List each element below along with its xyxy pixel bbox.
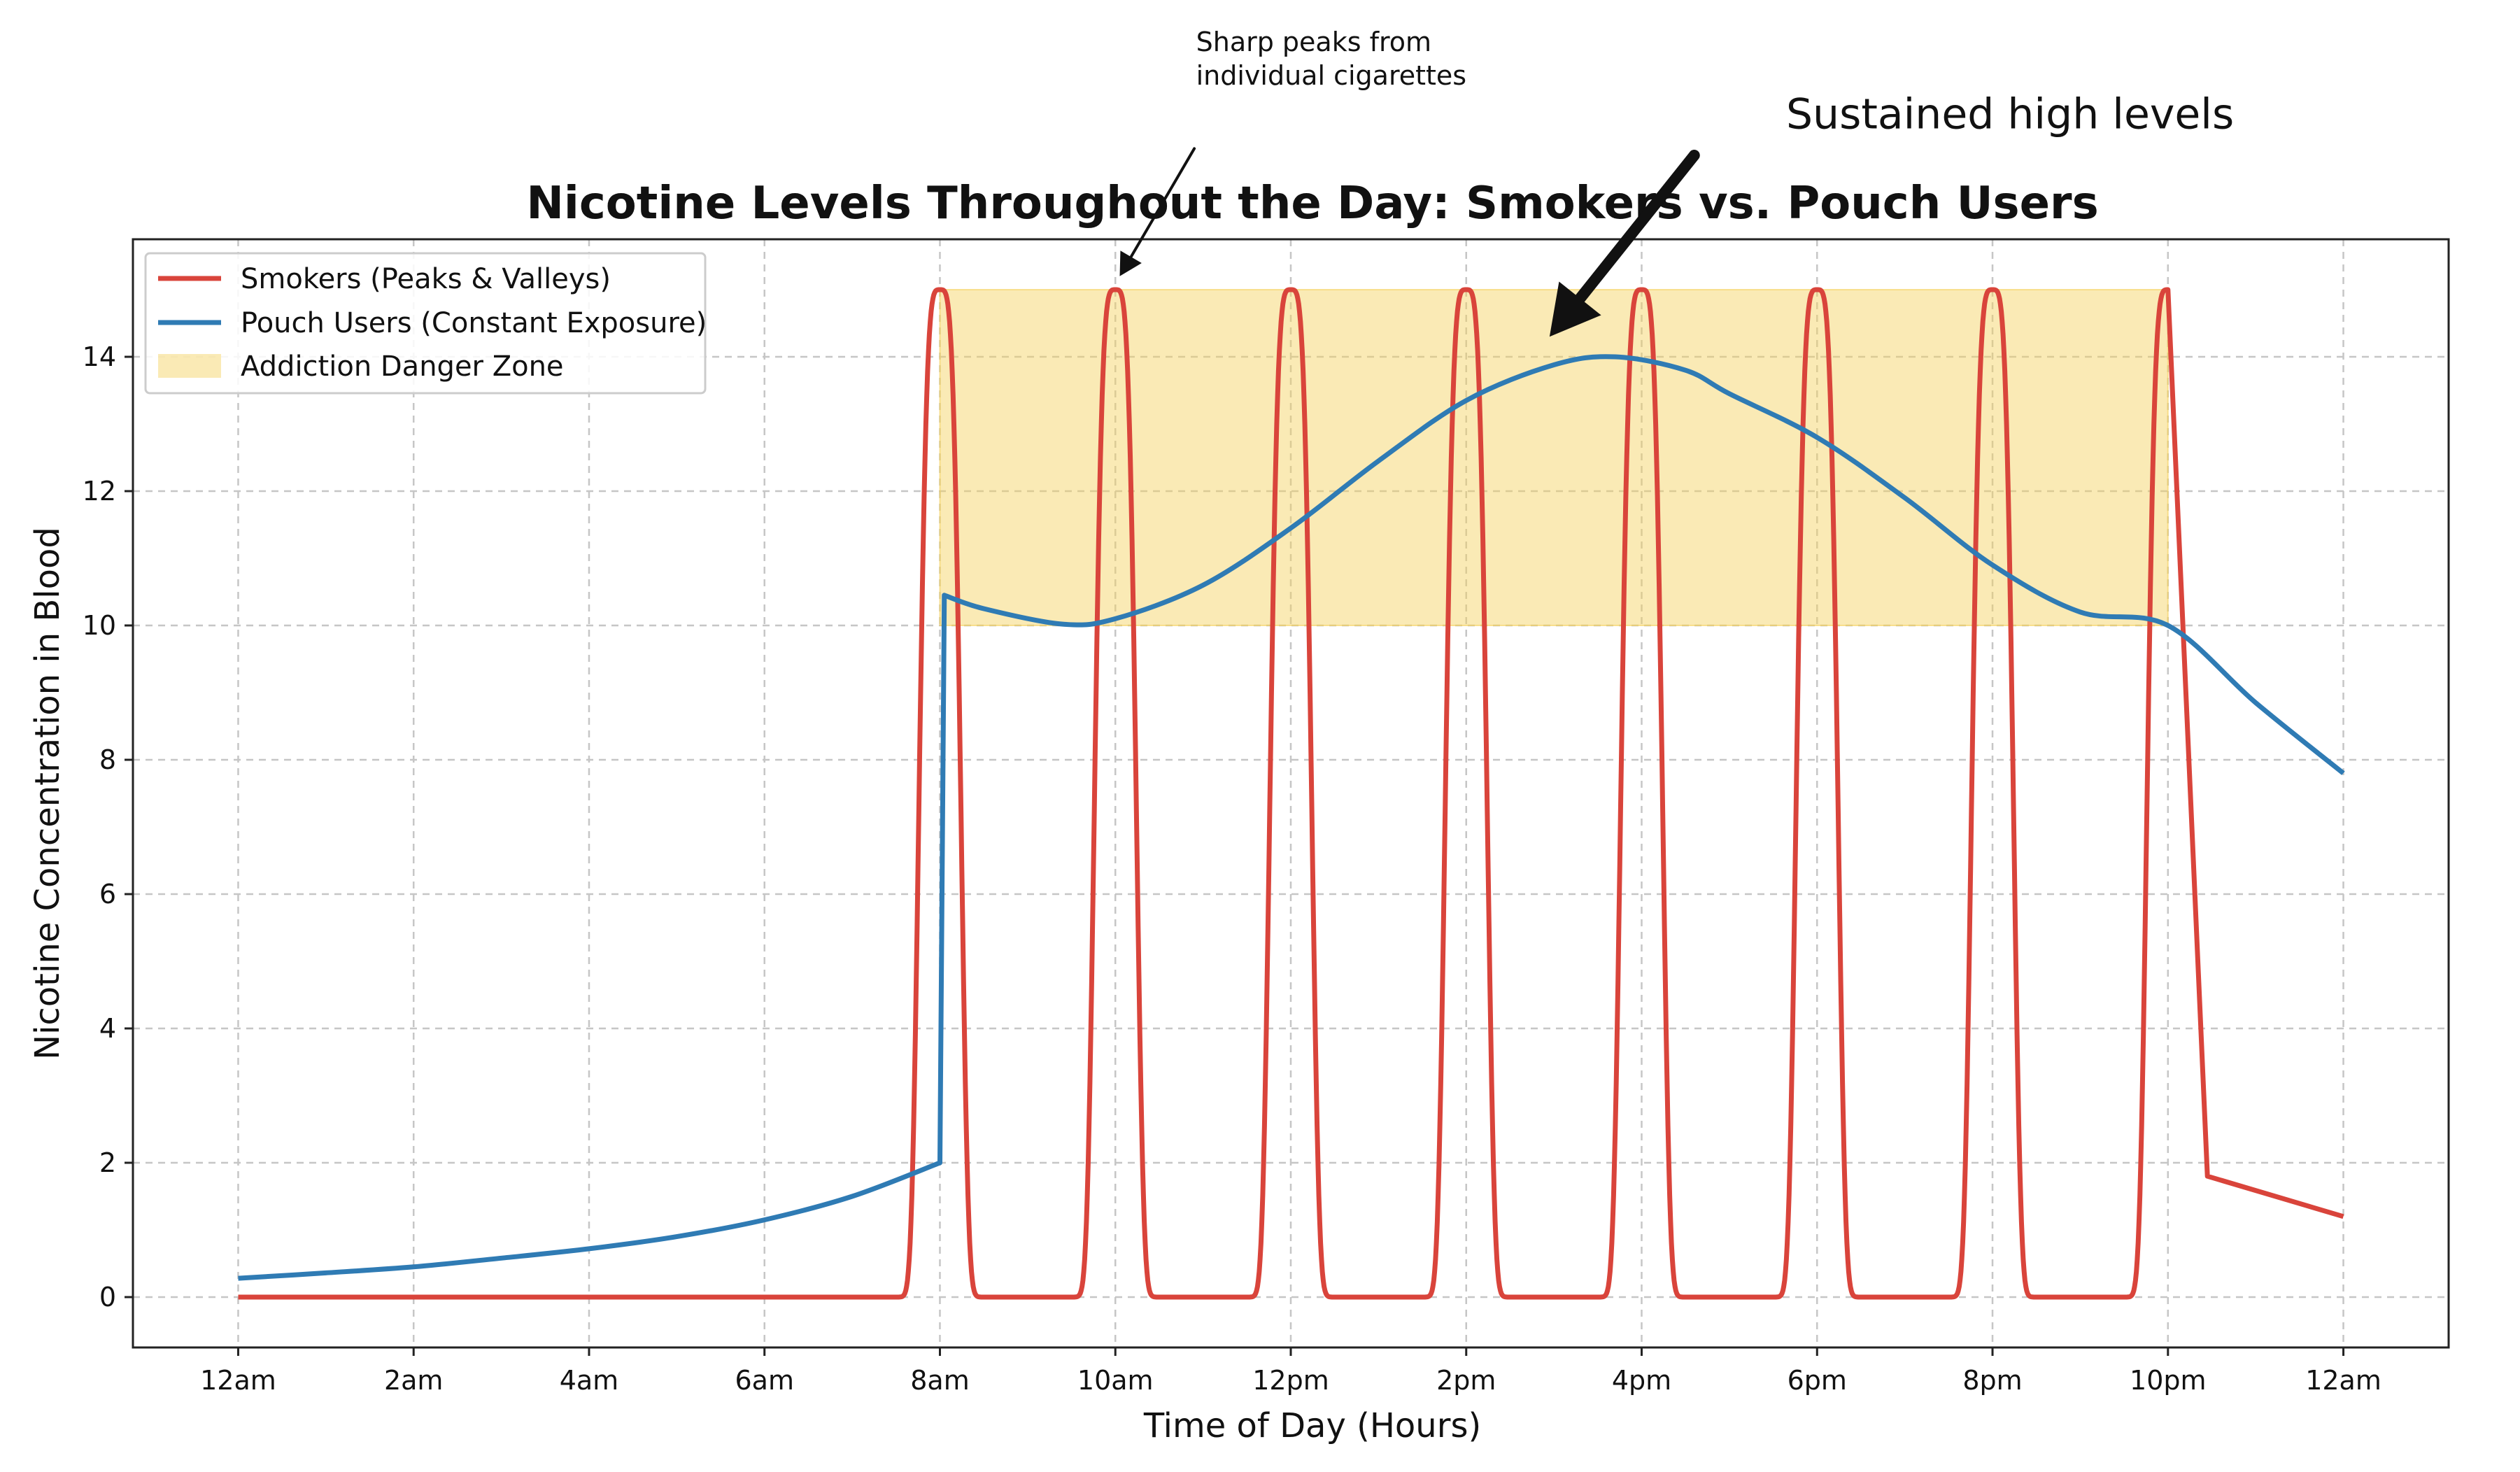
- y-tick-label: 8: [99, 744, 116, 775]
- smokers-line: [236, 287, 2344, 1300]
- y-tick-label: 12: [83, 476, 116, 507]
- x-tick-label: 12pm: [1252, 1365, 1329, 1396]
- x-tick-label: 8pm: [1962, 1365, 2022, 1396]
- x-axis-label: Time of Day (Hours): [1143, 1406, 1481, 1445]
- x-tick-label: 2am: [384, 1365, 443, 1396]
- annotation-arrow-1-shaft: [1129, 147, 1196, 259]
- y-tick-label: 0: [99, 1282, 116, 1312]
- annotation-text-2: Sustained high levels: [1786, 90, 2234, 139]
- y-tick-label: 6: [99, 879, 116, 910]
- x-tick-label: 6am: [735, 1365, 793, 1396]
- annotation-arrow-2-head: [1549, 281, 1601, 337]
- annotation-line: individual cigarettes: [1196, 60, 1466, 91]
- legend: Smokers (Peaks & Valleys) Pouch Users (C…: [144, 252, 707, 395]
- x-tick-label: 10am: [1077, 1365, 1154, 1396]
- legend-frame: [144, 252, 707, 395]
- x-tick-label: 8am: [910, 1365, 969, 1396]
- legend-label-smokers: Smokers (Peaks & Valleys): [241, 263, 611, 295]
- legend-label-pouch: Pouch Users (Constant Exposure): [241, 307, 707, 339]
- x-tick-label: 6pm: [1788, 1365, 1847, 1396]
- axis-ticks: 12am 2am 4am 6am 8am 10am 12pm 2pm 4pm 6pm 8pm 10pm…: [83, 341, 2381, 1396]
- legend-swatch-danger-zone: [158, 354, 221, 378]
- y-tick-label: 14: [83, 341, 116, 372]
- legend-label-danger-zone: Addiction Danger Zone: [241, 351, 564, 383]
- y-tick-label: 2: [99, 1147, 116, 1178]
- x-tick-label: 2pm: [1436, 1365, 1496, 1396]
- band-layer: [939, 289, 2169, 626]
- x-tick-label: 10pm: [2130, 1365, 2207, 1396]
- x-tick-label: 4am: [560, 1365, 618, 1396]
- pouch-users-line: [238, 354, 2345, 1281]
- y-tick-label: 4: [99, 1013, 116, 1044]
- x-tick-label: 12am: [200, 1365, 276, 1396]
- annotation-arrow-2-shaft: [1574, 150, 1700, 304]
- annotation-line: Sharp peaks from: [1196, 27, 1431, 57]
- x-tick-label: 4pm: [1612, 1365, 1671, 1396]
- series-layer: [236, 287, 2345, 1300]
- annotation-arrow-1-head: [1119, 250, 1142, 276]
- annotation-text-1: Sharp peaks from individual cigarettes: [1196, 27, 1466, 91]
- annotations: Sharp peaks from individual cigarettes Sus…: [1119, 27, 2234, 337]
- y-axis-label: Nicotine Concentration in Blood: [28, 527, 67, 1060]
- chart-title: Nicotine Levels Throughout the Day: Smok…: [526, 178, 2098, 229]
- annotation-line: Sustained high levels: [1786, 90, 2234, 139]
- x-tick-label: 12am: [2305, 1365, 2381, 1396]
- addiction-danger-zone-band: [939, 289, 2169, 626]
- y-tick-label: 10: [83, 610, 116, 641]
